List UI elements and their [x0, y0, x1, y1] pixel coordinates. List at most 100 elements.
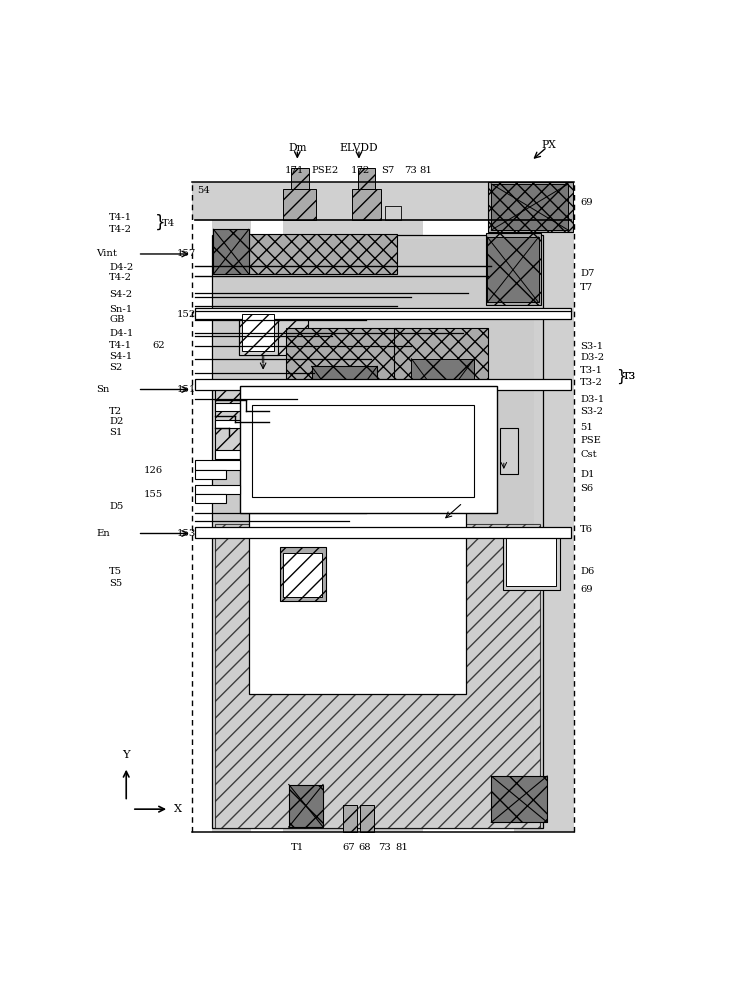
- Bar: [252, 405, 474, 497]
- Bar: [280, 547, 326, 601]
- Text: GB: GB: [109, 315, 124, 324]
- Text: T3: T3: [623, 372, 636, 381]
- Text: ELVDD: ELVDD: [339, 143, 378, 153]
- Text: 81: 81: [420, 166, 432, 175]
- Text: T4-2: T4-2: [109, 273, 132, 282]
- Bar: [215, 524, 539, 828]
- Bar: [212, 235, 542, 828]
- Bar: [506, 536, 556, 586]
- Text: Vint: Vint: [96, 249, 118, 258]
- Text: Sn: Sn: [96, 385, 110, 394]
- Text: S2: S2: [109, 363, 122, 372]
- Bar: [492, 184, 568, 230]
- Text: II: II: [261, 356, 266, 365]
- Text: 172: 172: [350, 166, 369, 175]
- Bar: [212, 182, 250, 832]
- Text: S5: S5: [109, 579, 122, 588]
- Text: D4-1: D4-1: [109, 329, 133, 338]
- Text: S4-1: S4-1: [109, 352, 132, 361]
- Text: T7: T7: [580, 283, 593, 292]
- Text: D4-2: D4-2: [109, 263, 133, 272]
- Bar: [194, 308, 571, 319]
- Bar: [215, 420, 249, 428]
- Text: D3-1: D3-1: [580, 395, 604, 404]
- Text: PSE2: PSE2: [311, 166, 339, 175]
- Bar: [394, 328, 489, 459]
- Bar: [242, 314, 274, 351]
- Text: 157: 157: [177, 249, 196, 258]
- Text: }: }: [155, 214, 166, 232]
- Text: 69: 69: [580, 585, 593, 594]
- Bar: [503, 528, 559, 590]
- Text: D3-2: D3-2: [580, 353, 604, 362]
- Bar: [213, 229, 249, 274]
- Bar: [215, 382, 249, 459]
- Text: D2: D2: [109, 417, 124, 426]
- Bar: [489, 182, 573, 232]
- Text: T5: T5: [109, 567, 122, 576]
- Bar: [215, 403, 272, 411]
- Text: 68: 68: [358, 843, 371, 852]
- Bar: [360, 805, 375, 832]
- Text: 67: 67: [342, 843, 355, 852]
- Bar: [194, 379, 571, 390]
- Text: D7: D7: [580, 269, 595, 278]
- Text: T1: T1: [291, 843, 304, 852]
- Text: Cst: Cst: [580, 450, 597, 459]
- Text: T3: T3: [623, 372, 636, 381]
- Bar: [239, 309, 278, 355]
- Bar: [249, 393, 466, 694]
- Text: D1: D1: [580, 470, 595, 479]
- Text: D6: D6: [580, 567, 595, 576]
- Text: }: }: [615, 369, 626, 384]
- Text: PSE: PSE: [580, 436, 601, 445]
- Text: T6: T6: [580, 525, 593, 534]
- Bar: [240, 386, 497, 513]
- Bar: [192, 182, 574, 220]
- Text: 171: 171: [285, 166, 304, 175]
- Bar: [311, 366, 377, 455]
- Text: 151: 151: [177, 385, 196, 394]
- Text: S6: S6: [580, 484, 593, 493]
- Bar: [283, 189, 316, 220]
- Text: S3-1: S3-1: [580, 342, 604, 351]
- Bar: [492, 776, 547, 822]
- Text: 81: 81: [395, 843, 408, 852]
- Bar: [194, 494, 226, 503]
- Bar: [317, 182, 422, 832]
- Text: 155: 155: [144, 490, 163, 499]
- Bar: [289, 785, 323, 827]
- Text: 152: 152: [177, 310, 196, 319]
- Text: 54: 54: [197, 186, 210, 195]
- Text: 153: 153: [177, 529, 196, 538]
- Bar: [239, 312, 308, 355]
- Text: S3-2: S3-2: [580, 407, 604, 416]
- Text: 62: 62: [152, 341, 165, 350]
- Bar: [283, 553, 322, 597]
- Text: Sn-1: Sn-1: [109, 305, 132, 314]
- Bar: [194, 485, 240, 494]
- Bar: [215, 239, 534, 825]
- Text: T4: T4: [162, 219, 175, 228]
- Text: S7: S7: [381, 166, 394, 175]
- Text: En: En: [96, 529, 110, 538]
- Bar: [487, 237, 539, 302]
- Text: 73: 73: [404, 166, 417, 175]
- Bar: [215, 450, 406, 459]
- Text: 73: 73: [378, 843, 391, 852]
- Text: T3-1: T3-1: [580, 366, 604, 375]
- Text: T2: T2: [109, 407, 122, 416]
- Bar: [343, 805, 357, 832]
- Text: T4-1: T4-1: [109, 213, 132, 222]
- Bar: [194, 470, 226, 479]
- Bar: [352, 189, 381, 220]
- Text: PX: PX: [541, 140, 556, 150]
- Text: T3-2: T3-2: [580, 378, 603, 387]
- Bar: [286, 328, 400, 459]
- Text: 126: 126: [144, 466, 163, 475]
- Text: S1: S1: [109, 428, 122, 437]
- Text: Dm: Dm: [288, 143, 307, 153]
- Text: Y: Y: [122, 750, 130, 760]
- Bar: [486, 233, 542, 305]
- Text: 51: 51: [580, 423, 593, 432]
